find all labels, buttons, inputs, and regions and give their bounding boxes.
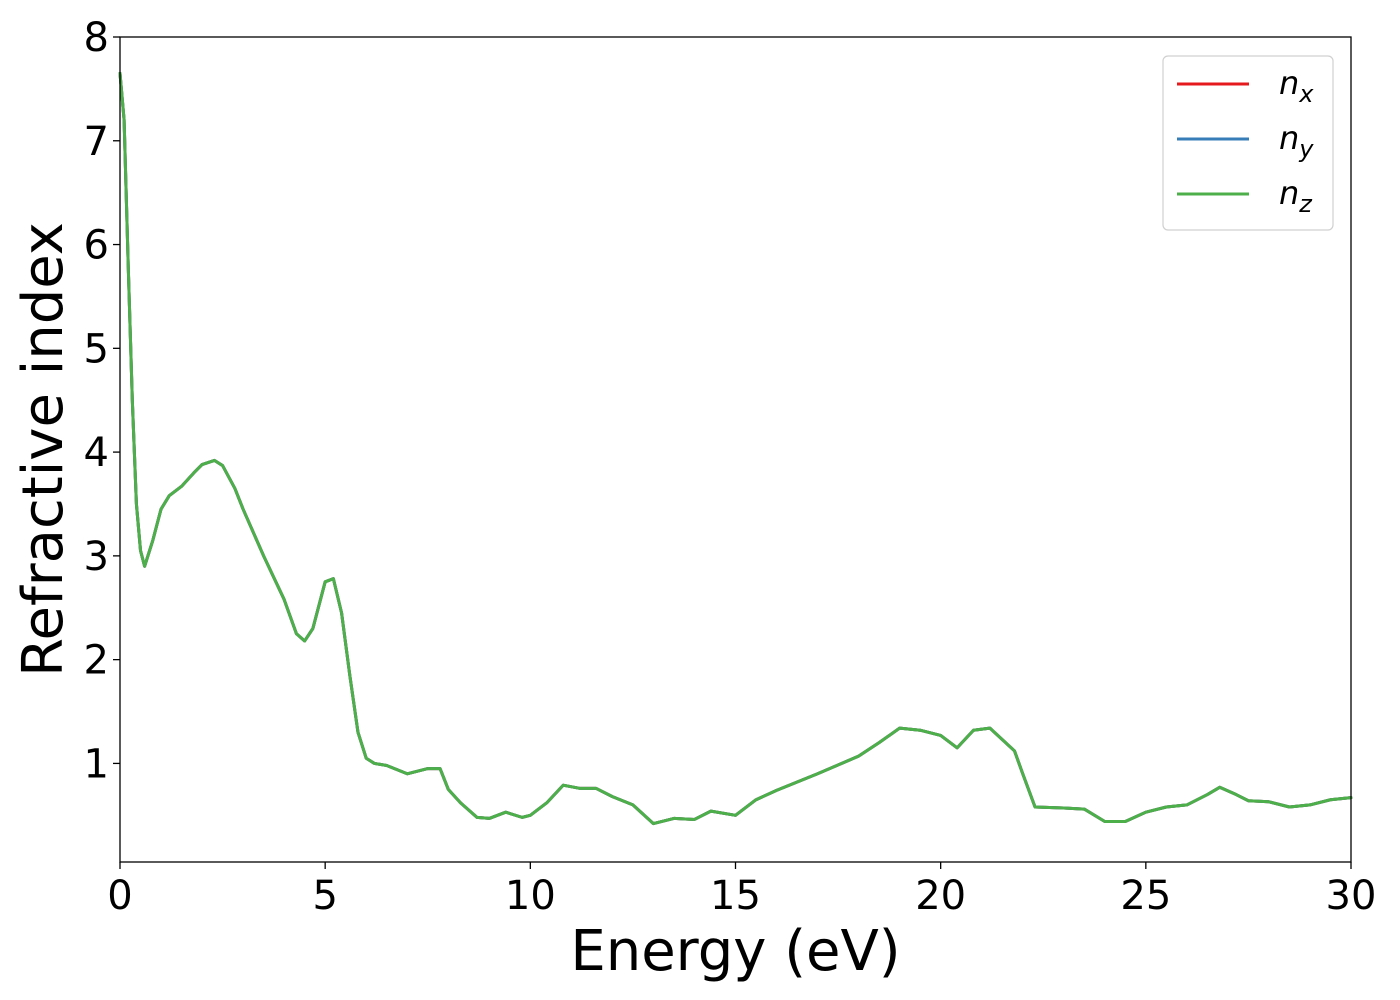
x-tick-label: 20: [915, 873, 966, 919]
y-tick-label: 5: [84, 326, 109, 372]
legend-box: [1162, 55, 1334, 231]
legend: nx ny nz: [1162, 55, 1334, 231]
x-tick-label: 5: [312, 873, 337, 919]
x-tick-label: 25: [1120, 873, 1171, 919]
x-axis-label: Energy (eV): [570, 919, 900, 984]
y-tick-label: 1: [84, 741, 109, 787]
y-tick-label: 2: [84, 638, 109, 684]
y-axis-label: Refractive index: [11, 222, 76, 677]
series-lines: [118, 71, 1353, 826]
x-tick-label: 0: [107, 873, 132, 919]
plot-background: [120, 37, 1351, 862]
x-tick-label: 10: [505, 873, 556, 919]
legend-label-x: nx: [1279, 64, 1314, 108]
x-tick-label: 15: [710, 873, 761, 919]
axis-ticks: 0 5 10 15 20 25 30 1 2 3 4 5 6 7 8: [84, 15, 1377, 919]
legend-label-y: ny: [1279, 119, 1314, 163]
y-tick-label: 4: [84, 430, 109, 476]
legend-label-z: nz: [1279, 174, 1313, 218]
y-tick-label: 6: [84, 223, 109, 269]
y-tick-label: 3: [84, 534, 109, 580]
series-line-z: [118, 71, 1353, 826]
plot-area: [120, 37, 1351, 862]
y-tick-label: 8: [84, 15, 109, 61]
x-tick-label: 30: [1326, 873, 1377, 919]
y-tick-label: 7: [84, 119, 109, 165]
